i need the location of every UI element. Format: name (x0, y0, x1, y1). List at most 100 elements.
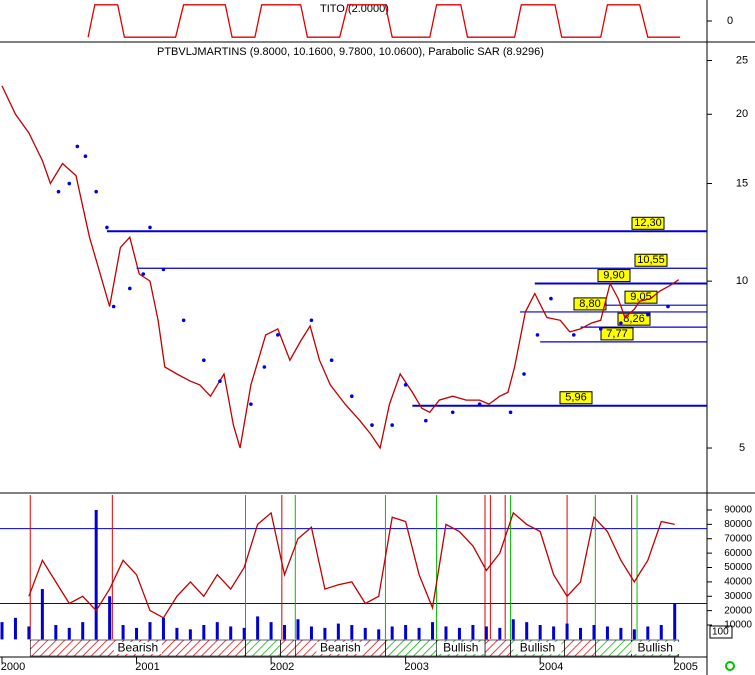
chart-title: PTBVLJMARTINS (9.8000, 10.1600, 9.7800, … (157, 46, 544, 58)
volume-bar (336, 623, 340, 640)
band-label-bg (631, 642, 680, 654)
volume-bar (54, 625, 58, 640)
y-tick-label: 70000 (724, 533, 752, 544)
volume-bar (471, 625, 475, 640)
sar-dot (598, 327, 603, 331)
volume-bar (269, 622, 273, 640)
level-label-box (559, 391, 593, 405)
volume-bar (404, 625, 408, 640)
sar-dot (666, 304, 670, 309)
sar-dot (508, 410, 513, 415)
band-label: Bearish (320, 641, 361, 655)
sar-dot (94, 189, 98, 194)
x-tick-label: 2003 (404, 661, 428, 673)
volume-bar (121, 625, 125, 640)
y-tick-label: 10 (736, 275, 748, 287)
level-label: 12,30 (634, 217, 662, 229)
sar-dot (249, 402, 253, 406)
y-tick-label: 90000 (724, 505, 752, 516)
band-label-bg (316, 642, 365, 654)
volume-bar (457, 627, 461, 640)
volume-bar (0, 622, 4, 640)
volume-bar (552, 626, 556, 640)
volume-bar (188, 629, 192, 640)
sar-dot (67, 181, 72, 186)
sar-dot (218, 379, 222, 383)
volume-bar (444, 626, 448, 640)
data-line (87, 4, 681, 38)
sar-dot (646, 312, 650, 317)
volume-bar (27, 626, 31, 640)
sar-dot (56, 189, 61, 194)
sar-dot (128, 286, 132, 291)
volume-bar (673, 603, 677, 640)
band-label: Bullish (638, 641, 673, 655)
y-tick-label: 10000 (724, 620, 752, 631)
volume-bar (538, 625, 542, 640)
band-label-bg (436, 642, 485, 654)
volume-bar (81, 622, 85, 640)
sar-dot (403, 383, 408, 387)
data-line (1, 85, 680, 450)
volume-bar (431, 622, 435, 640)
volume-bar (40, 589, 44, 640)
sar-dot (549, 296, 553, 301)
indicator-title: TITO (2.0000) (320, 3, 389, 15)
volume-bar (256, 616, 260, 640)
sar-dot (309, 318, 314, 323)
volume-bar (377, 629, 381, 640)
volume-bar (242, 627, 246, 640)
volume-bar (417, 627, 421, 640)
volume-bar (229, 626, 233, 640)
x-tick-label: 2000 (1, 661, 25, 673)
band-label: Bullish (520, 641, 555, 655)
data-line (28, 511, 675, 619)
level-label: 8,80 (579, 298, 600, 310)
sar-dot (450, 410, 455, 415)
volume-bar (579, 627, 583, 640)
trend-band (245, 639, 281, 657)
band-label-bg (513, 642, 562, 654)
sar-dot (477, 402, 482, 406)
volume-bar (215, 622, 219, 640)
sar-dot (329, 358, 334, 363)
sar-dot (535, 333, 540, 337)
sar-dot (619, 321, 623, 325)
volume-bar (525, 622, 529, 640)
level-label: 10,55 (637, 254, 665, 266)
volume-bar (94, 509, 98, 640)
trend-band (484, 639, 511, 657)
volume-bar (309, 626, 313, 640)
level-label: 7,77 (606, 328, 627, 340)
x-tick-label: 2001 (135, 661, 159, 673)
sar-dot (522, 372, 526, 376)
band-label-bg (113, 642, 162, 654)
y-tick-label: 30000 (724, 591, 752, 602)
volume-bar (161, 617, 165, 640)
y-tick-label: 5 (739, 442, 745, 454)
y-tick-label: 50000 (724, 562, 752, 573)
sar-dot (161, 267, 166, 272)
volume-bar (296, 619, 300, 640)
level-label-box (600, 327, 634, 341)
volume-bar (592, 625, 596, 640)
sar-dot (262, 365, 267, 369)
sar-dot (370, 423, 374, 427)
x-tick-label: 2005 (673, 661, 697, 673)
volume-bar (323, 627, 327, 640)
level-label-box (597, 269, 631, 283)
sar-dot (105, 225, 109, 230)
volume-bar (659, 625, 663, 640)
sar-dot (181, 318, 186, 323)
scale-label: 100 (712, 627, 729, 638)
sar-dot (390, 423, 394, 427)
level-label-box (631, 216, 665, 230)
y-tick-label: 40000 (724, 577, 752, 588)
volume-bar (283, 625, 287, 640)
volume-bar (390, 626, 394, 640)
status-icon (725, 661, 735, 671)
volume-bar (619, 627, 623, 640)
sar-dot (424, 418, 428, 423)
